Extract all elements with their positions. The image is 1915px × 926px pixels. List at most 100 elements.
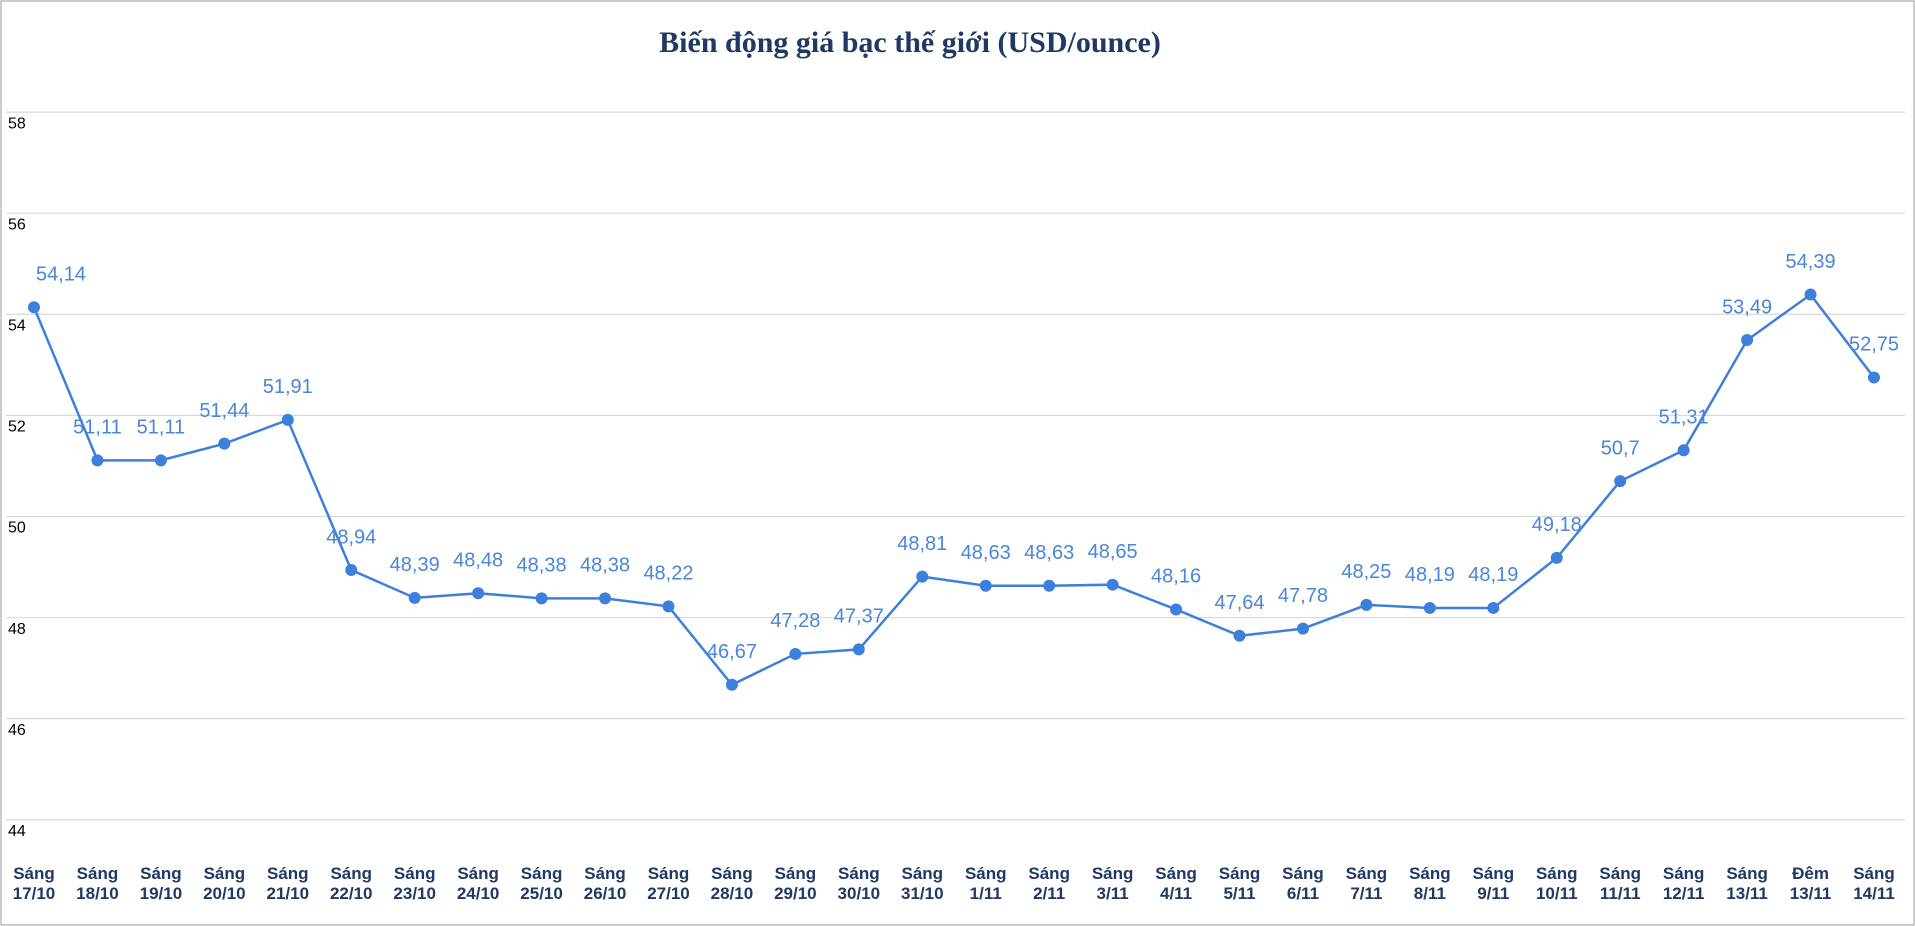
x-tick-label: Sáng 22/10 — [329, 864, 373, 903]
point — [535, 592, 548, 605]
data-label: 48,19 — [1468, 564, 1518, 586]
data-label: 49,18 — [1532, 514, 1582, 536]
y-tick-label: 58 — [8, 115, 26, 132]
x-tick-label: Sáng 30/10 — [837, 864, 881, 903]
x-tick-label: Sáng 29/10 — [774, 864, 817, 903]
point — [916, 570, 929, 583]
point — [1043, 579, 1056, 592]
data-label: 51,11 — [73, 417, 122, 439]
point — [218, 437, 231, 450]
point — [408, 591, 421, 604]
point — [725, 678, 738, 691]
point — [1487, 601, 1500, 614]
data-label: 48,63 — [1024, 542, 1074, 564]
data-label: 48,16 — [1151, 566, 1201, 588]
x-tick-label: Sáng 5/11 — [1218, 864, 1261, 903]
x-tick-label: Sáng 17/10 — [12, 864, 56, 903]
point — [1106, 578, 1119, 591]
x-tick-label: Sáng 20/10 — [203, 864, 246, 903]
y-tick-label: 48 — [8, 621, 26, 638]
data-label: 48,38 — [580, 555, 630, 577]
x-tick-label: Sáng 10/11 — [1535, 864, 1578, 903]
x-tick-label: Sáng 31/10 — [900, 864, 944, 903]
x-tick-label: Sáng 13/11 — [1726, 864, 1768, 903]
point — [1614, 475, 1627, 488]
point — [1233, 629, 1246, 642]
x-tick-label: Sáng 12/11 — [1662, 864, 1705, 903]
x-tick-label: Sáng 21/10 — [266, 864, 310, 903]
point — [1804, 288, 1817, 301]
x-tick-label: Sáng 25/10 — [520, 864, 563, 903]
x-tick-label: Sáng 3/11 — [1091, 864, 1134, 903]
x-tick-label: Sáng 1/11 — [964, 864, 1007, 903]
x-tick-label: Sáng 23/10 — [393, 864, 436, 903]
point — [154, 454, 167, 467]
point — [91, 454, 104, 467]
y-tick-label: 54 — [8, 317, 26, 334]
x-tick-label: Sáng 19/10 — [139, 864, 183, 903]
y-tick-label: 50 — [8, 520, 26, 537]
x-tick-label: Sáng 11/11 — [1599, 864, 1641, 903]
line — [32, 292, 1875, 687]
data-label: 48,39 — [390, 554, 440, 576]
data-label: 51,31 — [1659, 407, 1709, 429]
point — [1423, 601, 1436, 614]
data-label: 47,78 — [1278, 585, 1328, 607]
data-label: 47,64 — [1214, 592, 1264, 614]
point — [1170, 603, 1183, 616]
point — [28, 301, 40, 314]
x-tick-label: Sáng 27/10 — [647, 864, 690, 903]
point — [281, 413, 294, 426]
x-tick-label: Đêm 13/11 — [1789, 864, 1832, 903]
y-tick-label: 52 — [8, 419, 26, 436]
chart-title: Biến động giá bạc thế giới (USD/ounce) — [659, 26, 1161, 59]
x-tick-label: Sáng 4/11 — [1155, 864, 1197, 903]
point — [852, 643, 865, 656]
x-tick-label: Sáng 24/10 — [456, 864, 500, 903]
data-label: 47,28 — [770, 610, 820, 632]
data-label: 51,44 — [199, 400, 249, 422]
x-tick-label: Sáng 2/11 — [1028, 864, 1070, 903]
x-tick-label: Sáng 14/11 — [1853, 864, 1895, 903]
point — [345, 564, 358, 577]
point — [1868, 371, 1880, 384]
point — [1296, 622, 1309, 635]
data-label: 48,65 — [1088, 541, 1138, 563]
data-label: 48,94 — [326, 526, 376, 548]
data-label: 48,22 — [643, 563, 693, 585]
y-tick-label: 46 — [8, 722, 26, 739]
data-label: 48,38 — [517, 555, 567, 577]
data-label: 48,19 — [1405, 564, 1455, 586]
data-label: 48,63 — [961, 542, 1011, 564]
x-tick-label: Sáng 26/10 — [583, 864, 627, 903]
x-tick-label: Sáng 28/10 — [710, 864, 754, 903]
data-label: 46,67 — [707, 641, 757, 663]
point — [662, 600, 675, 613]
data-label: 48,81 — [897, 533, 947, 555]
data-label: 48,48 — [453, 550, 503, 572]
y-tick-label: 44 — [8, 823, 26, 840]
x-tick-label: Sáng 18/10 — [76, 864, 119, 903]
data-label: 53,49 — [1722, 296, 1772, 318]
data-label: 51,11 — [137, 417, 186, 439]
point — [979, 579, 992, 592]
data-label: 47,37 — [834, 606, 884, 628]
point — [599, 592, 612, 605]
x-tick-label: Sáng 9/11 — [1472, 864, 1515, 903]
data-label: 48,25 — [1341, 561, 1391, 583]
data-label: 50,7 — [1601, 437, 1640, 459]
data-label: 51,91 — [263, 376, 313, 398]
point — [1741, 334, 1754, 347]
point — [1360, 598, 1373, 611]
point — [1550, 551, 1563, 564]
x-tick-label: Sáng 7/11 — [1345, 864, 1388, 903]
data-label: 54,14 — [36, 263, 86, 285]
point — [472, 587, 485, 600]
x-tick-label: Sáng 8/11 — [1409, 864, 1451, 903]
point — [789, 647, 802, 660]
data-label: 54,39 — [1786, 251, 1836, 273]
data-label: 52,75 — [1849, 334, 1899, 356]
